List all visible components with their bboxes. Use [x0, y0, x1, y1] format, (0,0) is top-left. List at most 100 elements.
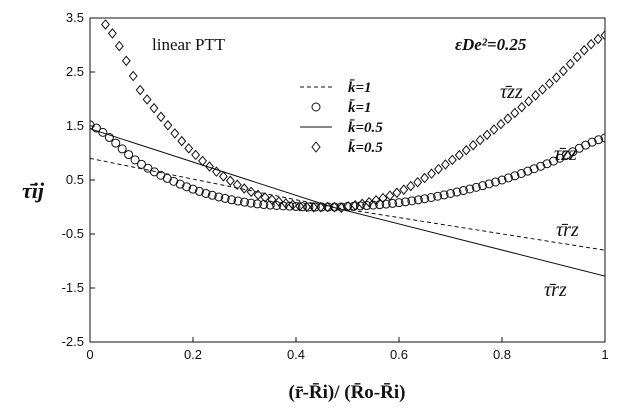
- data-point-circle: [117, 144, 127, 154]
- data-point-circle: [130, 155, 140, 165]
- data-point-diamond: [205, 161, 214, 172]
- plot-area-frame: [89, 17, 606, 343]
- data-point-diamond: [586, 38, 596, 50]
- series-line-2: [90, 128, 605, 277]
- x-axis-label: (r̄-R̄i)/ (R̄o-R̄i): [289, 382, 406, 403]
- data-point-circle: [510, 171, 520, 181]
- data-point-circle: [207, 190, 217, 200]
- y-tick-label: 2.5: [66, 64, 84, 79]
- legend-label-4: k̄=0.5: [348, 140, 383, 156]
- data-point-circle: [291, 201, 301, 211]
- data-point-circle: [516, 168, 526, 178]
- y-axis-label: τ̄ij: [22, 178, 45, 203]
- data-point-diamond: [399, 184, 409, 195]
- data-point-diamond: [232, 179, 242, 191]
- data-point-diamond: [545, 78, 554, 89]
- data-point-circle: [491, 177, 501, 187]
- data-point-circle: [433, 191, 443, 201]
- data-point-diamond: [212, 166, 221, 177]
- data-point-diamond: [170, 128, 180, 139]
- data-point-circle: [587, 137, 597, 147]
- data-point-circle: [503, 173, 513, 183]
- data-point-circle: [600, 133, 605, 143]
- data-point-diamond: [551, 72, 561, 83]
- data-point-circle: [214, 192, 224, 202]
- data-point-diamond: [260, 192, 270, 203]
- data-point-diamond: [565, 58, 575, 70]
- curve-label-tauzz-k1: τ̄zz: [554, 143, 577, 165]
- data-point-circle: [394, 198, 404, 208]
- legend-label-1: k̄=1: [348, 80, 372, 96]
- data-point-diamond: [316, 201, 325, 213]
- model-label: linear PTT: [152, 35, 226, 54]
- x-tick-label: 0.4: [287, 347, 305, 362]
- parameter-label: εDe²=0.25: [455, 35, 527, 54]
- data-point-circle: [426, 192, 436, 202]
- data-point-diamond: [198, 155, 208, 167]
- data-point-circle: [471, 182, 481, 192]
- data-point-circle: [272, 200, 282, 210]
- data-point-diamond: [350, 199, 360, 211]
- data-point-diamond: [135, 84, 145, 96]
- data-point-diamond: [524, 96, 534, 107]
- data-point-circle: [297, 202, 307, 212]
- curve-label-taurz-k05: τ̄rz: [544, 279, 567, 301]
- data-point-diamond: [177, 135, 187, 147]
- data-point-circle: [169, 176, 179, 186]
- axis-ticks: 0 0.2 0.4 0.6 0.8 1 -2.5 -1.5 -0.5 0.5 1.5 2.5 3.5: [62, 10, 609, 362]
- data-point-circle: [240, 197, 249, 207]
- x-tick-label: 1: [601, 347, 608, 362]
- data-point-circle: [458, 186, 468, 196]
- y-tick-label: -1.5: [62, 280, 84, 295]
- data-point-circle: [111, 138, 121, 148]
- legend-swatch-diamond: [311, 141, 321, 153]
- data-point-circle: [194, 186, 204, 196]
- data-point-diamond: [302, 201, 312, 213]
- series-line-0: [90, 157, 605, 251]
- data-point-circle: [137, 159, 146, 169]
- data-point-circle: [98, 127, 108, 137]
- data-point-diamond: [309, 201, 319, 213]
- data-point-diamond: [274, 196, 284, 207]
- data-point-diamond: [378, 192, 388, 204]
- data-point-diamond: [121, 55, 131, 67]
- data-point-diamond: [149, 102, 159, 114]
- data-point-circle: [388, 198, 398, 208]
- data-point-circle: [452, 187, 462, 197]
- data-point-diamond: [225, 175, 235, 187]
- legend-label-2: k̄=1: [348, 100, 372, 116]
- data-point-circle: [413, 195, 423, 205]
- data-point-circle: [246, 198, 256, 208]
- data-point-diamond: [496, 118, 506, 130]
- data-point-circle: [175, 179, 185, 189]
- data-point-circle: [124, 150, 134, 160]
- data-point-diamond: [572, 51, 582, 63]
- data-point-diamond: [489, 124, 499, 135]
- data-point-diamond: [288, 199, 298, 211]
- data-point-diamond: [593, 33, 603, 45]
- data-point-diamond: [239, 183, 249, 194]
- data-point-circle: [542, 159, 552, 169]
- data-point-diamond: [281, 198, 291, 209]
- data-point-diamond: [295, 200, 305, 212]
- data-point-diamond: [427, 168, 436, 179]
- data-point-diamond: [475, 134, 485, 146]
- data-point-diamond: [510, 107, 520, 119]
- curve-label-tauzz-k05: τ̄zz: [500, 81, 523, 103]
- data-point-circle: [104, 132, 114, 142]
- data-point-circle: [188, 184, 198, 194]
- data-point-diamond: [420, 172, 430, 184]
- data-point-diamond: [447, 154, 457, 166]
- legend-swatch-circle: [311, 102, 321, 112]
- data-point-circle: [182, 182, 192, 192]
- legend-label-3: k̄=0.5: [348, 120, 383, 136]
- data-point-circle: [381, 199, 391, 209]
- legend: k̄=1 k̄=1 k̄=0.5 k̄=0.5: [300, 80, 383, 156]
- data-point-diamond: [440, 159, 450, 170]
- data-point-circle: [310, 202, 320, 212]
- data-point-circle: [478, 181, 488, 191]
- data-point-circle: [201, 188, 211, 198]
- data-point-diamond: [163, 119, 173, 131]
- x-tick-label: 0.8: [493, 347, 511, 362]
